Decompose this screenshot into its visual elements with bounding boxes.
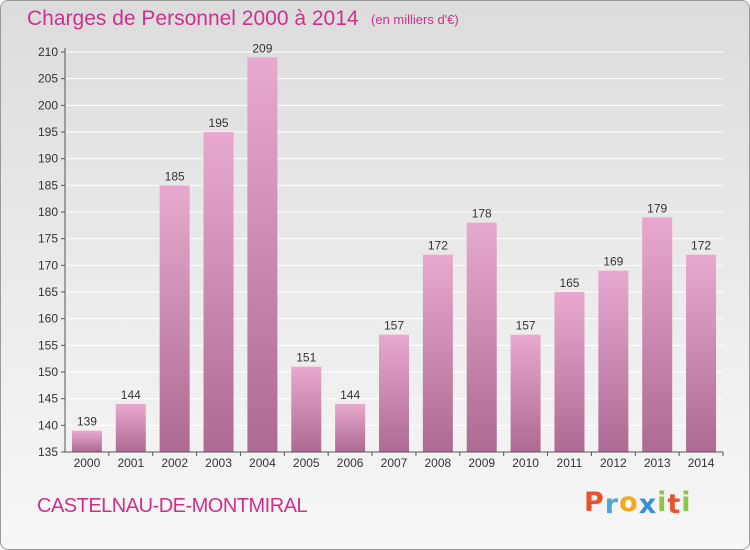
y-tick-label: 185: [38, 178, 58, 192]
logo-letter: x: [638, 489, 658, 520]
value-label: 139: [77, 415, 97, 429]
value-label: 165: [559, 276, 579, 290]
bar-2009: [466, 222, 497, 452]
value-label: 151: [296, 351, 316, 365]
x-tick-label: 2004: [249, 456, 276, 470]
y-tick-label: 145: [38, 392, 58, 406]
x-tick-label: 2011: [557, 456, 583, 470]
axes: [61, 48, 724, 456]
value-label: 209: [252, 41, 272, 55]
y-tick-label: 150: [38, 365, 58, 379]
x-tick-label: 2006: [337, 456, 364, 470]
x-tick-label: 2003: [205, 456, 232, 470]
x-tick-label: 2009: [468, 456, 495, 470]
value-label: 172: [691, 239, 711, 253]
y-tick-label: 135: [38, 445, 58, 459]
value-label: 185: [165, 169, 185, 183]
bar-2008: [422, 254, 453, 452]
bar-2014: [686, 254, 717, 452]
bar-2007: [379, 334, 409, 452]
y-tick-label: 205: [38, 72, 58, 86]
logo-letter: i: [657, 487, 668, 518]
value-label: 144: [121, 388, 141, 402]
bar-2004: [247, 57, 278, 452]
y-tick-label: 170: [38, 258, 58, 272]
y-tick-label: 165: [38, 285, 58, 299]
y-tick-label: 195: [38, 125, 58, 139]
y-tick-label: 155: [38, 338, 58, 352]
y-tick-label: 175: [38, 232, 58, 246]
chart-title: Charges de Personnel 2000 à 2014: [27, 7, 359, 30]
y-tick-label: 180: [38, 205, 58, 219]
logo-letter: i: [681, 487, 692, 518]
value-label: 157: [516, 319, 536, 333]
x-tick-label: 2000: [74, 456, 101, 470]
x-tick-label: 2001: [117, 456, 144, 470]
bar-2000: [71, 430, 102, 452]
value-label: 157: [384, 319, 404, 333]
logo-letter: P: [584, 487, 605, 518]
chart-unit-note: (en milliers d'€): [371, 12, 459, 27]
x-tick-label: 2008: [425, 456, 452, 470]
x-tick-label: 2007: [381, 456, 408, 470]
bar-2001: [115, 404, 146, 452]
y-tick-label: 200: [38, 98, 58, 112]
value-label: 172: [428, 239, 448, 253]
x-tick-label: 2012: [600, 456, 627, 470]
bar-2011: [554, 292, 585, 452]
x-tick-label: 2014: [688, 456, 715, 470]
bar-2003: [203, 132, 234, 452]
y-tick-label: 210: [38, 45, 58, 59]
bars: [71, 57, 717, 453]
bar-2010: [510, 334, 541, 452]
bar-2013: [642, 217, 673, 452]
y-tick-label: 140: [38, 418, 58, 432]
bar-2006: [335, 404, 366, 452]
logo-letter: t: [667, 489, 682, 520]
x-tick-label: 2002: [161, 456, 188, 470]
y-tick-label: 190: [38, 152, 58, 166]
x-tick-label: 2013: [644, 456, 671, 470]
bar-2002: [159, 185, 190, 453]
bar-2005: [291, 366, 322, 452]
logo-letter: o: [619, 487, 639, 518]
bar-2012: [598, 270, 629, 452]
labels: 135 140 145 150 155 160 165 170 175 180 185 190 195 2…: [38, 41, 715, 470]
value-label: 169: [603, 255, 623, 269]
value-label: 144: [340, 388, 360, 402]
x-tick-label: 2005: [293, 456, 320, 470]
value-label: 179: [647, 201, 667, 215]
proxiti-logo: Proxiti: [584, 487, 692, 520]
value-label: 195: [209, 116, 229, 130]
y-tick-label: 160: [38, 312, 58, 326]
commune-name: CASTELNAU-DE-MONTMIRAL: [37, 495, 308, 517]
x-tick-label: 2010: [512, 456, 539, 470]
value-label: 178: [472, 207, 492, 221]
logo-letter: r: [604, 489, 620, 520]
